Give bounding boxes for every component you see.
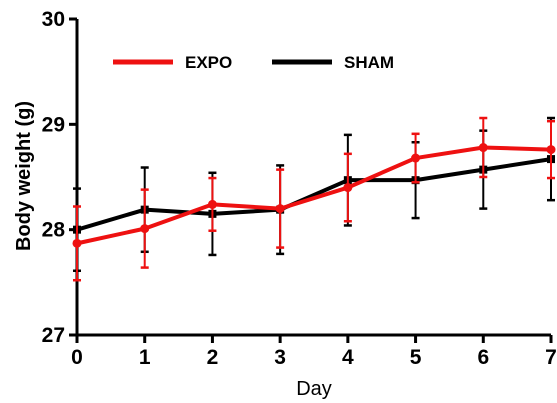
point-expo bbox=[72, 238, 82, 248]
point-expo bbox=[478, 143, 488, 153]
legend: EXPO SHAM bbox=[113, 53, 394, 72]
x-tick-label: 4 bbox=[342, 346, 354, 369]
point-expo bbox=[343, 183, 353, 193]
point-expo bbox=[411, 153, 421, 163]
series-layer bbox=[72, 116, 556, 282]
x-tick-label: 0 bbox=[71, 346, 83, 369]
x-axis-title: Day bbox=[296, 378, 332, 400]
x-tick-label: 3 bbox=[274, 346, 286, 369]
point-expo bbox=[140, 224, 150, 234]
y-tick-label: 28 bbox=[42, 219, 66, 242]
x-tick-label: 2 bbox=[207, 346, 219, 369]
x-tick-label: 5 bbox=[410, 346, 422, 369]
point-expo bbox=[546, 145, 556, 155]
y-tick-label: 30 bbox=[42, 8, 65, 31]
y-tick-label: 27 bbox=[42, 324, 65, 347]
point-expo bbox=[207, 199, 217, 209]
legend-label-expo: EXPO bbox=[185, 53, 232, 72]
x-tick-label: 6 bbox=[477, 346, 489, 369]
series-line-expo bbox=[76, 145, 552, 246]
y-axis-title: Body weight (g) bbox=[13, 101, 35, 251]
point-expo bbox=[275, 204, 285, 214]
legend-label-sham: SHAM bbox=[344, 53, 394, 72]
series-expo bbox=[72, 116, 556, 282]
series-line-sham bbox=[76, 157, 552, 232]
x-tick-label: 1 bbox=[139, 346, 151, 369]
x-tick-label: 7 bbox=[545, 346, 557, 369]
y-tick-label: 29 bbox=[42, 113, 65, 136]
